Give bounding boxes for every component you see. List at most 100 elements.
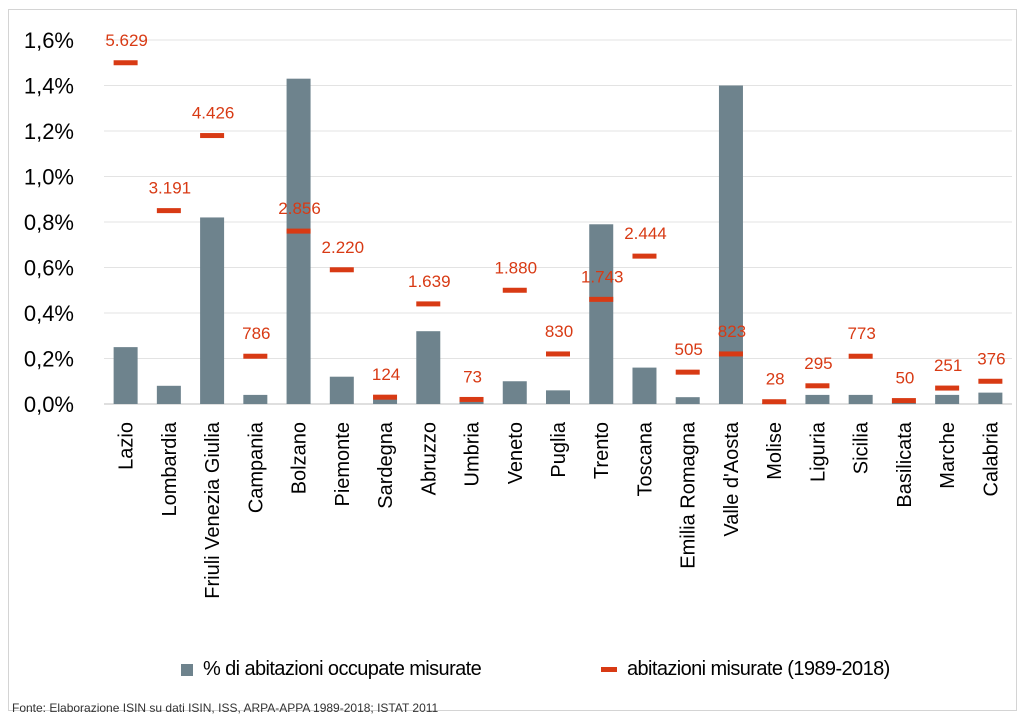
- x-tick-label: Bolzano: [289, 422, 311, 494]
- marker-dash: [891, 398, 916, 404]
- marker-dash: [589, 296, 614, 302]
- bar: [718, 85, 743, 404]
- y-tick-label: 0,2%: [24, 347, 74, 372]
- data-label: 1.639: [408, 272, 451, 291]
- data-label: 2.856: [278, 199, 321, 218]
- x-tick-label: Toscana: [634, 421, 656, 496]
- data-label: 1.743: [581, 267, 624, 286]
- data-label: 773: [847, 324, 875, 343]
- chart-svg: 0,0% 0,2% 0,4% 0,6% 0,8% 1,0% 1,2% 1,4% 1,6% 5.62…: [24, 28, 1012, 599]
- x-tick-label: Puglia: [548, 421, 570, 477]
- x-tick-label: Valle d'Aosta: [721, 421, 743, 537]
- x-tick-label: Marche: [937, 422, 959, 489]
- y-tick-label: 0,6%: [24, 256, 74, 281]
- marker-dash: [502, 287, 527, 293]
- data-label: 376: [977, 349, 1005, 368]
- marker-dash: [113, 60, 138, 66]
- marker-dash: [935, 385, 960, 391]
- x-tick-label: Abruzzo: [418, 422, 440, 495]
- bar: [113, 347, 138, 404]
- legend-marker-label: abitazioni misurate (1989-2018): [627, 658, 890, 680]
- marker-dash: [200, 133, 225, 139]
- marker-dash: [156, 208, 181, 214]
- bar: [200, 217, 225, 404]
- data-label: 295: [804, 354, 832, 373]
- data-label: 505: [675, 340, 703, 359]
- marker-dash: [675, 369, 700, 375]
- chart-frame: 0,0% 0,2% 0,4% 0,6% 0,8% 1,0% 1,2% 1,4% 1,6% 5.62…: [8, 9, 1017, 711]
- marker-dash: [632, 253, 657, 259]
- bar: [286, 78, 311, 405]
- bar: [935, 394, 960, 404]
- marker-dash: [416, 301, 441, 307]
- bar: [459, 401, 484, 404]
- x-tick-label: Campania: [245, 421, 267, 513]
- data-label: 1.880: [494, 258, 537, 277]
- x-tick-label: Sicilia: [851, 421, 873, 474]
- bar: [243, 394, 268, 404]
- data-label: 830: [545, 322, 573, 341]
- marker-dash: [805, 383, 830, 389]
- x-tick-label: Basilicata: [894, 421, 916, 507]
- data-label: 124: [372, 365, 400, 384]
- x-tick-label: Emilia Romagna: [678, 421, 700, 569]
- source-note: Fonte: Elaborazione ISIN su dati ISIN, I…: [12, 701, 439, 715]
- bar: [589, 224, 614, 404]
- marker-dash: [373, 394, 398, 400]
- data-label: 50: [895, 369, 914, 388]
- bar: [978, 392, 1003, 404]
- data-label: 2.444: [624, 224, 667, 243]
- x-tick-label: Friuli Venezia Giulia: [202, 421, 224, 599]
- marker-dash: [762, 399, 787, 405]
- legend-marker-entry: abitazioni misurate (1989-2018): [601, 658, 890, 681]
- bar: [805, 394, 830, 404]
- x-tick-label: Umbria: [462, 421, 484, 486]
- data-label: 28: [766, 370, 785, 389]
- marker-dash: [459, 396, 484, 402]
- bar: [632, 367, 657, 404]
- y-tick-label: 1,0%: [24, 165, 74, 190]
- data-label: 4.426: [192, 104, 235, 123]
- x-tick-label: Piemonte: [332, 422, 354, 507]
- data-label: 251: [934, 356, 962, 375]
- y-tick-label: 0,4%: [24, 301, 74, 326]
- bar: [416, 331, 441, 404]
- bar: [546, 390, 570, 404]
- data-label: 73: [463, 367, 482, 386]
- x-tick-label: Calabria: [980, 421, 1002, 496]
- y-tick-label: 1,4%: [24, 74, 74, 99]
- y-tick-label: 0,8%: [24, 210, 74, 235]
- y-tick-label: 1,6%: [24, 28, 74, 53]
- legend-marker-swatch: [601, 667, 617, 672]
- y-tick-label: 1,2%: [24, 119, 74, 144]
- marker-dash: [329, 267, 354, 273]
- marker-dash: [286, 228, 311, 234]
- legend-bar-label: % di abitazioni occupate misurate: [203, 658, 482, 680]
- data-label: 5.629: [105, 31, 148, 50]
- y-tick-label: 0,0%: [24, 392, 74, 417]
- bar: [891, 402, 916, 404]
- data-label: 786: [242, 324, 270, 343]
- bar: [848, 394, 873, 404]
- x-tick-label: Liguria: [807, 421, 829, 482]
- data-label: 3.191: [149, 179, 192, 198]
- bar: [329, 376, 354, 404]
- data-label: 2.220: [322, 238, 365, 257]
- x-tick-label: Molise: [764, 422, 786, 480]
- data-label: 823: [718, 322, 746, 341]
- legend-bar-entry: % di abitazioni occupate misurate: [181, 658, 482, 681]
- x-tick-label: Lombardia: [159, 421, 181, 516]
- bar: [373, 399, 398, 404]
- x-tick-label: Lazio: [116, 422, 138, 470]
- marker-dash: [978, 378, 1003, 384]
- x-tick-label: Trento: [591, 422, 613, 479]
- x-tick-label: Veneto: [505, 422, 527, 484]
- legend-bar-swatch: [181, 663, 193, 676]
- marker-dash: [243, 353, 268, 359]
- bar: [502, 381, 527, 404]
- marker-dash: [718, 351, 743, 357]
- bar: [675, 397, 700, 404]
- marker-dash: [848, 353, 873, 359]
- marker-dash: [546, 351, 570, 357]
- x-tick-label: Sardegna: [375, 421, 397, 509]
